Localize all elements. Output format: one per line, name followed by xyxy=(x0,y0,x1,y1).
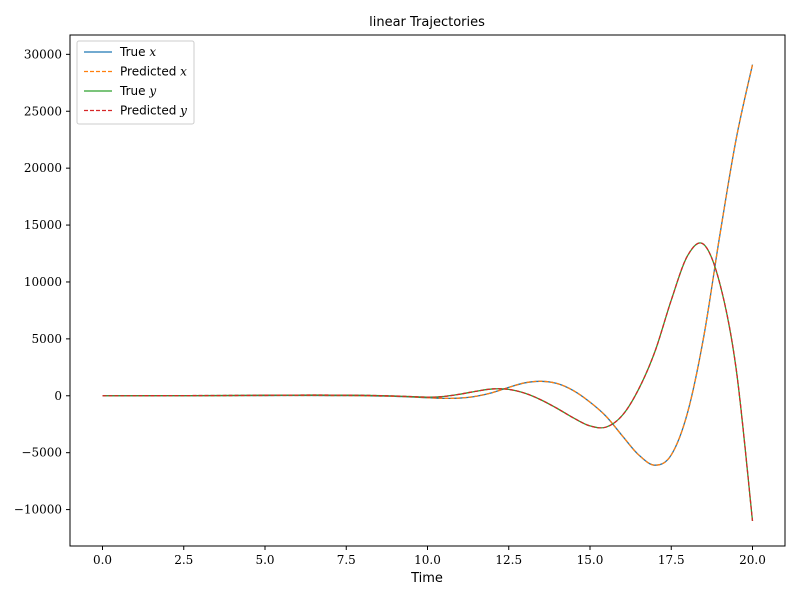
y-tick-label: 10000 xyxy=(24,275,62,289)
legend-entry-label: True xyxy=(119,84,149,98)
y-tick-label: 25000 xyxy=(24,104,62,118)
legend-entry-variable: x xyxy=(149,45,156,59)
x-tick-label: 5.0 xyxy=(255,553,274,567)
legend-entry: True y xyxy=(119,84,156,98)
y-tick-label: 30000 xyxy=(24,47,62,61)
x-tick-label: 10.0 xyxy=(414,553,441,567)
x-tick-label: 0.0 xyxy=(93,553,112,567)
x-tick-label: 2.5 xyxy=(174,553,193,567)
legend-entry-label: Predicted xyxy=(120,104,180,118)
series-line-2 xyxy=(102,242,754,522)
x-axis-label: Time xyxy=(410,571,443,586)
y-axis: −10000 −5000 0 5000 10000 15000 20000 25000 3000… xyxy=(14,47,70,517)
x-tick-label: 15.0 xyxy=(577,553,604,567)
legend-entry-variable: x xyxy=(180,65,187,79)
x-tick-label: 12.5 xyxy=(495,553,522,567)
x-axis: 0.0 2.5 5.0 7.5 10.0 12.5 15.0 17.5 20.0 xyxy=(93,546,766,567)
y-tick-label: 15000 xyxy=(24,218,62,232)
legend-entry-variable: y xyxy=(148,84,156,98)
plot-lines xyxy=(102,64,754,522)
legend-entry: Predicted x xyxy=(120,65,187,79)
legend-entry-label: True xyxy=(119,45,149,59)
series-line-0 xyxy=(102,64,754,466)
x-tick-label: 17.5 xyxy=(658,553,685,567)
y-tick-label: 5000 xyxy=(31,332,62,346)
legend-entry-variable: y xyxy=(179,104,187,118)
legend-entry-label: Predicted xyxy=(120,65,180,79)
x-tick-label: 7.5 xyxy=(337,553,356,567)
legend-frame xyxy=(76,40,195,125)
legend-entry: Predicted y xyxy=(120,104,187,118)
series-line-1 xyxy=(102,64,754,466)
chart-title: linear Trajectories xyxy=(369,15,485,30)
y-tick-label: 0 xyxy=(54,389,62,403)
y-tick-label: −10000 xyxy=(14,503,62,517)
legend-entry: True x xyxy=(119,45,156,59)
y-tick-label: −5000 xyxy=(21,446,62,460)
series-line-3 xyxy=(102,242,754,522)
y-tick-label: 20000 xyxy=(24,161,62,175)
x-tick-label: 20.0 xyxy=(739,553,766,567)
